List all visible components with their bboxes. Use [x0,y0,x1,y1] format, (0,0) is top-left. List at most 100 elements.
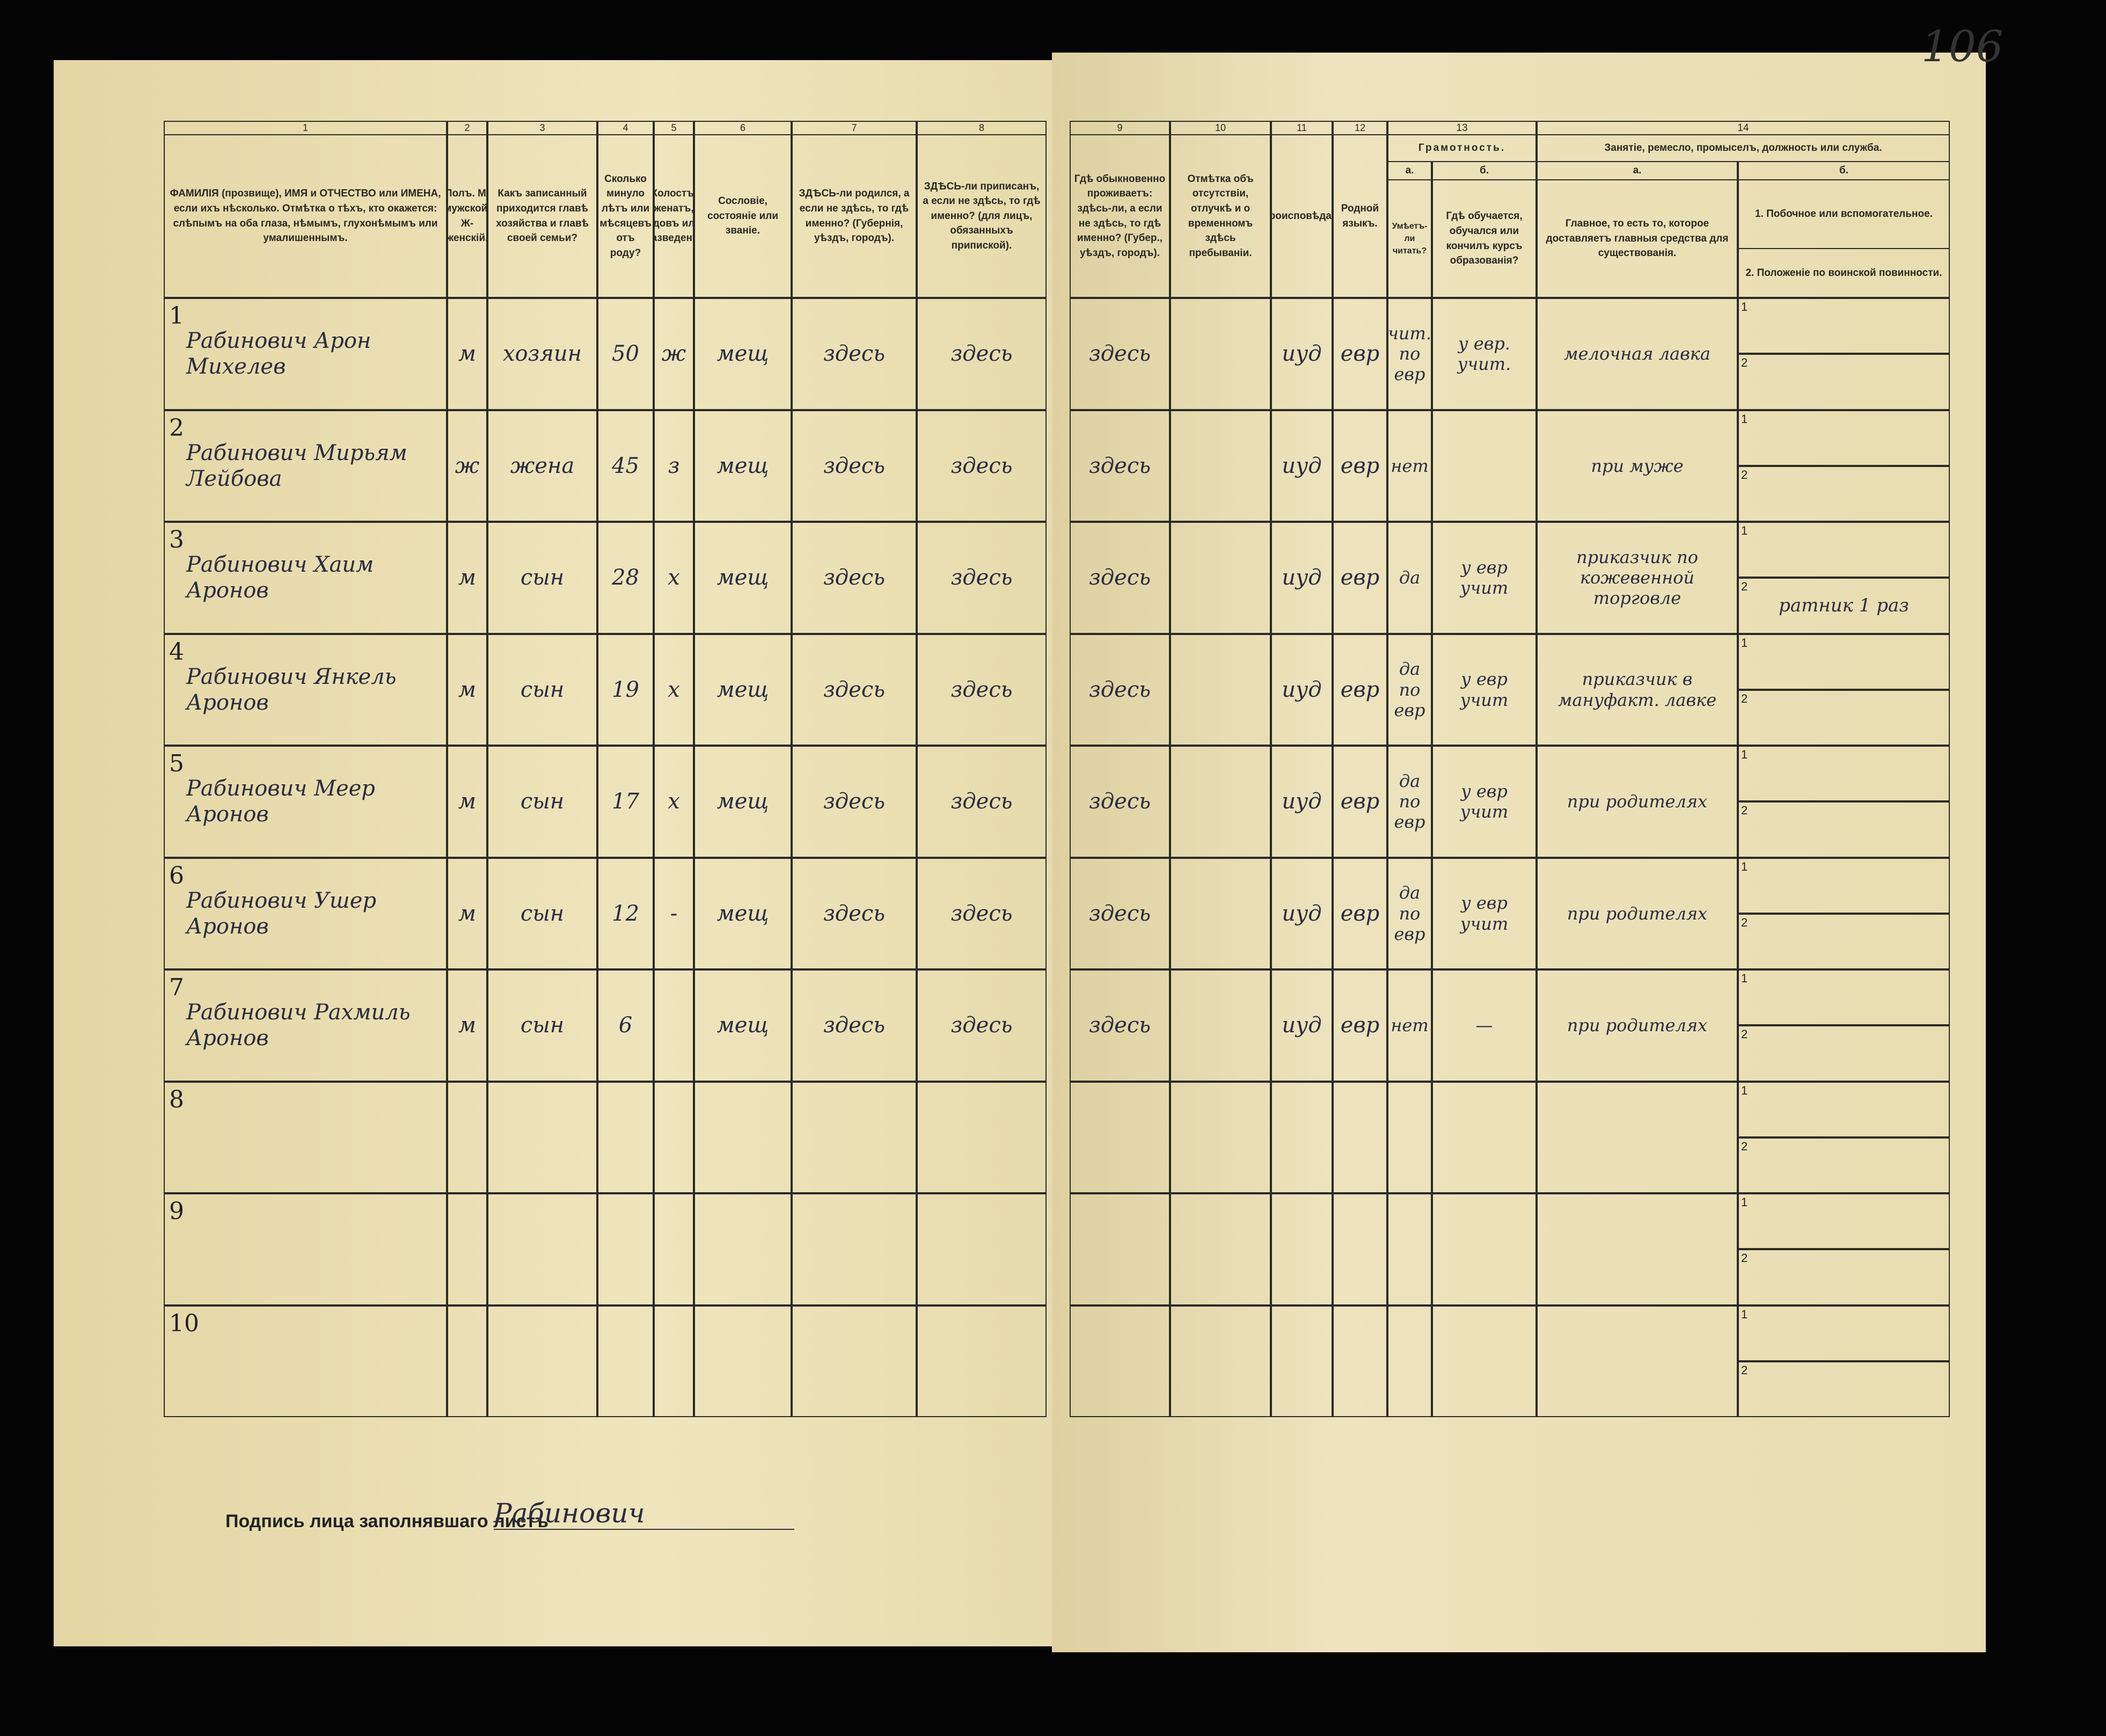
cell: здесь [792,969,917,1082]
cell [487,1081,597,1193]
cell: иуд [1271,298,1333,410]
cell: ж [654,298,694,410]
cell: здесь [917,857,1047,969]
sub-label: а. [1387,161,1432,180]
cell: здесь [1070,969,1170,1082]
cell: здесь [1070,633,1170,746]
cell [1387,1193,1432,1305]
cell [1170,969,1271,1082]
row-number: 9 [169,1198,184,1225]
column-header: Родной языкъ. [1333,134,1387,298]
cell [1070,1081,1170,1193]
cell: иуд [1271,969,1333,1082]
military-cell [1738,1137,1950,1193]
military-cell [1738,1025,1950,1082]
military-cell [1738,465,1950,522]
page-number: 106 [1921,21,2003,71]
cell [694,1081,792,1193]
sub-label: б. [1432,161,1537,180]
cell [792,1305,917,1417]
cell: хозяин [487,298,597,410]
column-number: 1 [164,121,447,135]
cell [1070,1305,1170,1417]
cell: 28 [597,522,654,634]
cell: м [447,969,487,1082]
cell: у евр учит [1432,746,1537,858]
cell: — [1432,969,1537,1082]
column-number: 11 [1271,121,1333,135]
row-number: 3 [169,526,184,553]
column-number: 7 [792,121,917,135]
cell: здесь [917,522,1047,634]
cell: чит. по евр [1387,298,1432,410]
row-number: 8 [169,1085,184,1113]
cell [694,1305,792,1417]
cell [1432,1081,1537,1193]
column-header: Отмѣтка объ отсутствіи, отлучкѣ и о врем… [1170,134,1271,298]
cell [1170,1193,1271,1305]
cell [1070,1193,1170,1305]
cell [1432,410,1537,522]
column-header: 1. Побочное или вспомогательное. [1738,179,1950,249]
column-number: 12 [1333,121,1387,135]
side-occupation-cell [1738,633,1950,690]
cell: при муже [1537,410,1738,522]
cell [1333,1193,1387,1305]
cell: здесь [792,298,917,410]
cell [1170,522,1271,634]
cell: мещ [694,298,792,410]
cell: мещ [694,857,792,969]
cell: евр [1333,857,1387,969]
cell: 45 [597,410,654,522]
military-cell: ратник 1 раз [1738,578,1950,634]
column-header: ФАМИЛІЯ (прозвище), ИМЯ и ОТЧЕСТВО или И… [164,134,447,298]
cell [654,1081,694,1193]
sub-line-number: 2 [1741,691,1748,705]
cell [1537,1193,1738,1305]
cell: мещ [694,410,792,522]
column-header: Холостъ, женатъ, вдовъ или разведенъ. [654,134,694,298]
name-cell [164,1305,447,1417]
cell [792,1193,917,1305]
cell: м [447,857,487,969]
sub-line-number: 1 [1741,412,1748,426]
cell: мещ [694,969,792,1082]
row-number: 7 [169,974,184,1001]
sub-label: б. [1738,161,1950,180]
cell [1271,1081,1333,1193]
cell: сын [487,969,597,1082]
cell: здесь [1070,522,1170,634]
military-cell [1738,689,1950,746]
name-cell: Рабинович Мирьям Лейбова [164,410,447,522]
name-cell: Рабинович Ушер Аронов [164,857,447,969]
sub-line-number: 2 [1741,1251,1748,1265]
column-header: Сколько минуло лѣтъ или мѣсяцевъ отъ род… [597,134,654,298]
cell [654,1305,694,1417]
signature: Рабинович [494,1498,794,1530]
sub-label: а. [1537,161,1738,180]
cell: приказчик по кожевенной торговле [1537,522,1738,634]
cell [1170,1305,1271,1417]
column-header: Гдѣ обыкновенно проживаетъ: здѣсь-ли, а … [1070,134,1170,298]
cell: евр [1333,746,1387,858]
cell: 50 [597,298,654,410]
cell: да по евр [1387,633,1432,746]
name-cell: Рабинович Меер Аронов [164,746,447,858]
column-number: 3 [487,121,597,135]
cell: 17 [597,746,654,858]
cell [1271,1193,1333,1305]
sub-line-number: 2 [1741,356,1748,370]
column-header: Умѣетъ-ли читать? [1387,179,1432,298]
cell: сын [487,633,597,746]
cell: при родителях [1537,857,1738,969]
cell: евр [1333,633,1387,746]
signature-label: Подпись лица заполнявшаго листъ [225,1511,549,1531]
military-cell [1738,801,1950,858]
cell: иуд [1271,522,1333,634]
row-number: 4 [169,638,184,666]
cell [1170,857,1271,969]
cell: здесь [792,633,917,746]
cell: мещ [694,522,792,634]
column-header: Главное, то есть то, которое доставляетъ… [1537,179,1738,298]
